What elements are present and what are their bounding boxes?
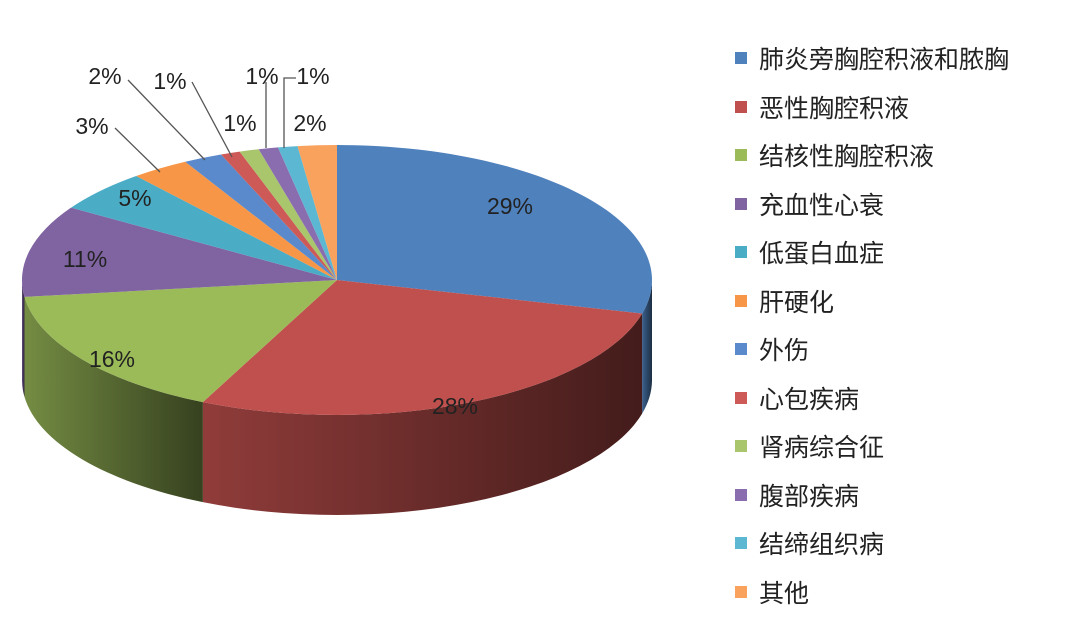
legend-label: 肾病综合征 xyxy=(759,433,885,463)
leader-line xyxy=(283,77,296,148)
legend-item: 腹部疾病 xyxy=(735,471,1009,520)
legend-item: 低蛋白血症 xyxy=(735,228,1009,277)
legend-swatch xyxy=(735,52,747,65)
pie-slice xyxy=(24,280,338,403)
legend-label: 恶性胸腔积液 xyxy=(759,93,910,123)
data-label: 2% xyxy=(88,63,121,89)
pie-slice xyxy=(185,154,337,280)
legend-label: 其他 xyxy=(759,578,810,608)
leader-line xyxy=(191,81,233,158)
pie-slice xyxy=(239,149,337,280)
legend-swatch xyxy=(735,391,747,404)
data-label: 29% xyxy=(487,193,533,219)
data-label: 1% xyxy=(245,63,278,89)
legend-item: 充血性心衰 xyxy=(735,180,1009,229)
data-label: 11% xyxy=(63,246,107,272)
pie-slice xyxy=(337,145,652,314)
data-label: 1% xyxy=(296,63,329,89)
legend-item: 肾病综合征 xyxy=(735,422,1009,471)
legend-swatch xyxy=(735,246,747,259)
pie-side-2 xyxy=(24,296,203,503)
legend-swatch xyxy=(735,343,747,356)
legend-item: 结缔组织病 xyxy=(735,519,1009,568)
pie-side-3 xyxy=(22,280,25,397)
legend-swatch xyxy=(735,585,747,598)
legend-swatch xyxy=(735,197,747,210)
pie-slice xyxy=(21,207,337,297)
legend-label: 充血性心衰 xyxy=(759,190,885,220)
legend-label: 结缔组织病 xyxy=(759,530,885,560)
legend-label: 腹部疾病 xyxy=(759,481,860,511)
data-label: 3% xyxy=(75,113,108,139)
legend-swatch xyxy=(735,100,747,113)
leader-line xyxy=(114,127,161,173)
legend-item: 其他 xyxy=(735,568,1009,617)
data-label: 1% xyxy=(223,110,256,136)
pie-slice xyxy=(202,280,643,415)
legend-label: 结核性胸腔积液 xyxy=(759,142,935,172)
legend-item: 肝硬化 xyxy=(735,277,1009,326)
legend-item: 恶性胸腔积液 xyxy=(735,83,1009,132)
pie-slice xyxy=(221,151,337,280)
legend-item: 结核性胸腔积液 xyxy=(735,131,1009,180)
legend-swatch xyxy=(735,537,747,550)
legend-label: 外伤 xyxy=(759,336,810,366)
pie-side-1 xyxy=(202,313,643,515)
legend-item: 肺炎旁胸腔积液和脓胸 xyxy=(735,34,1009,83)
legend-item: 外伤 xyxy=(735,325,1009,374)
data-label: 28% xyxy=(432,393,478,419)
leader-line xyxy=(127,79,206,161)
pie-slice xyxy=(297,145,337,280)
data-label: 1% xyxy=(153,68,186,94)
pie-slice xyxy=(258,147,337,280)
legend-swatch xyxy=(735,440,747,453)
legend-label: 低蛋白血症 xyxy=(759,239,885,269)
data-label: 5% xyxy=(118,185,151,211)
legend: 肺炎旁胸腔积液和脓胸 恶性胸腔积液 结核性胸腔积液 充血性心衰低蛋白血症肝硬化外伤心包… xyxy=(735,34,1009,616)
legend-label: 肝硬化 xyxy=(759,287,835,317)
pie-slice xyxy=(277,146,337,280)
pie-slice xyxy=(71,175,337,280)
data-label: 2% xyxy=(293,110,326,136)
legend-label: 肺炎旁胸腔积液和脓胸 xyxy=(759,45,1010,75)
data-label: 16% xyxy=(89,346,135,372)
pie-slice xyxy=(136,161,337,280)
legend-swatch xyxy=(735,488,747,501)
legend-swatch xyxy=(735,294,747,307)
legend-item: 心包疾病 xyxy=(735,374,1009,423)
legend-swatch xyxy=(735,149,747,162)
pie-side-0 xyxy=(642,280,652,414)
legend-label: 心包疾病 xyxy=(759,384,860,414)
